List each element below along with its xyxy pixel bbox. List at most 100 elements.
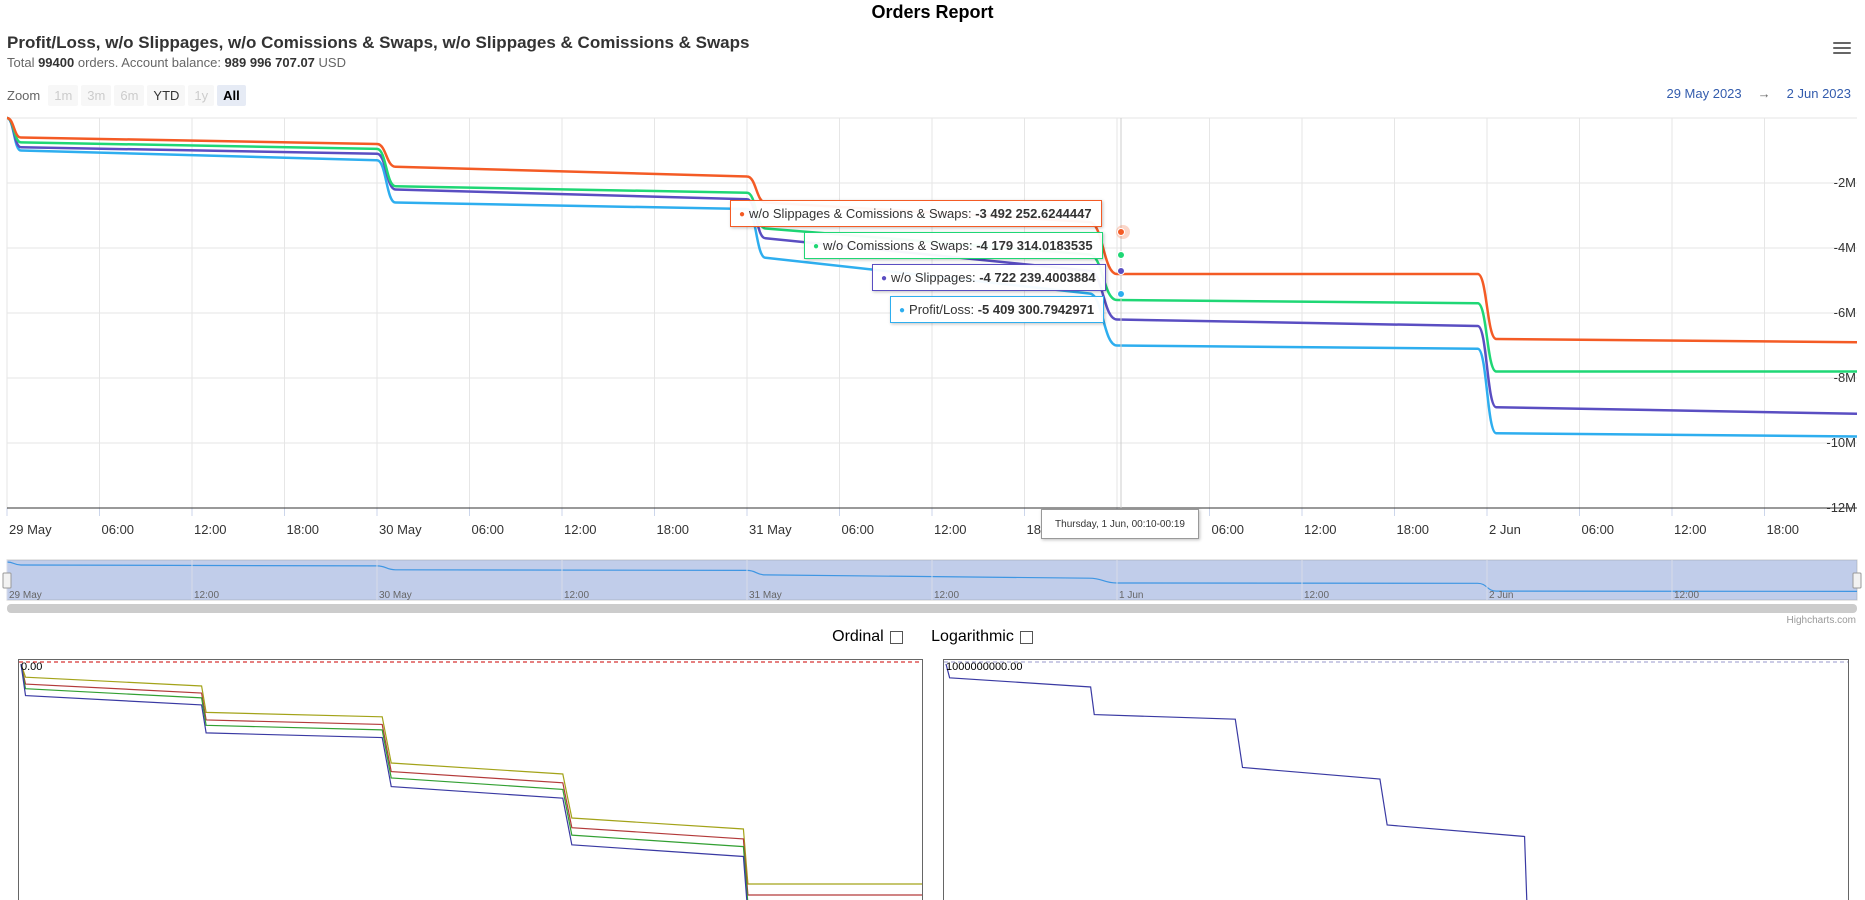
chart-subtitle: Total 99400 orders. Account balance: 989…: [7, 55, 346, 70]
navigator-scrollbar[interactable]: [7, 604, 1857, 613]
x-tick-label: 18:00: [287, 522, 320, 537]
options-bar: Ordinal Logarithmic: [0, 628, 1865, 646]
x-tick-label: 31 May: [749, 522, 792, 537]
ordinal-checkbox[interactable]: [889, 630, 903, 644]
mini-chart-right: 1000000000.00: [943, 659, 1849, 900]
mini-series-line: [20, 663, 749, 900]
y-tick-label: -8M: [1834, 370, 1856, 385]
zoom-button-ytd[interactable]: YTD: [147, 85, 186, 106]
x-tick-label: 06:00: [1212, 522, 1245, 537]
tooltip-series-name: Profit/Loss:: [909, 302, 978, 317]
zoom-button-6m[interactable]: 6m: [114, 85, 145, 106]
total-prefix: Total: [7, 55, 39, 70]
logarithmic-label: Logarithmic: [931, 628, 1014, 645]
range-from-input[interactable]: 29 May 2023: [1666, 86, 1742, 101]
x-tick-label: 18:00: [657, 522, 690, 537]
credits-link[interactable]: Highcharts.com: [1786, 615, 1856, 626]
navigator-label: 12:00: [1304, 590, 1329, 601]
mini-series-line: [20, 663, 922, 896]
navigator-label: 29 May: [9, 590, 42, 601]
range-arrow-icon: →: [1757, 86, 1771, 101]
zoom-button-3m[interactable]: 3m: [81, 85, 112, 106]
logarithmic-option: Logarithmic: [931, 628, 1033, 646]
mini-chart-right-plot: [944, 661, 1848, 900]
tooltip-series-name: w/o Comissions & Swaps:: [823, 238, 977, 253]
zoom-selector: Zoom 1m 3m 6m YTD 1y All: [7, 85, 249, 106]
mini-series-line: [945, 663, 1528, 900]
series-line-w-o-slippages-comissions-swaps: [6, 116, 1858, 344]
mini-chart-right-label: 1000000000.00: [946, 661, 1023, 673]
page-title: Orders Report: [871, 2, 994, 22]
x-tick-label: 30 May: [379, 522, 422, 537]
navigator-label: 12:00: [564, 590, 589, 601]
tooltip-w-o-slippages-comissions-swaps: ● w/o Slippages & Comissions & Swaps: -3 …: [730, 200, 1102, 227]
y-tick-label: -4M: [1834, 240, 1856, 255]
tooltip-dot-icon: ●: [813, 241, 820, 252]
x-tick-label: 18:00: [1397, 522, 1430, 537]
navigator-label: 1 Jun: [1119, 590, 1143, 601]
x-tick-label: 29 May: [9, 522, 52, 537]
tooltip-value: -4 722 239.4003884: [979, 270, 1096, 285]
ordinal-label: Ordinal: [832, 628, 884, 645]
tooltip-w-o-comissions-swaps: ● w/o Comissions & Swaps: -4 179 314.0183…: [804, 232, 1103, 259]
x-tick-label: 06:00: [472, 522, 505, 537]
main-chart[interactable]: 29 May 06:00 12:00 18:00 30 May 06:00 12:00 18:…: [0, 0, 1865, 625]
hover-point: [1117, 267, 1125, 275]
tooltip-value: -4 179 314.0183535: [976, 238, 1093, 253]
zoom-button-1y[interactable]: 1y: [188, 85, 215, 106]
orders-count: 99400: [38, 55, 75, 70]
account-balance: 989 996 707.07: [224, 55, 315, 70]
series-line-profit-loss: [6, 116, 1858, 438]
mini-series-line: [20, 663, 922, 885]
hamburger-menu-icon[interactable]: [1833, 42, 1851, 56]
zoom-button-1m[interactable]: 1m: [48, 85, 79, 106]
hover-point: [1117, 251, 1125, 259]
navigator-label: 12:00: [194, 590, 219, 601]
tooltip-dot-icon: ●: [899, 305, 906, 316]
x-tick-label: 2 Jun: [1489, 522, 1521, 537]
x-axis-tooltip: Thursday, 1 Jun, 00:10-00:19: [1041, 509, 1199, 539]
ordinal-option: Ordinal: [832, 628, 903, 646]
orders-suffix: orders. Account balance:: [74, 55, 225, 70]
hover-point: [1117, 228, 1125, 236]
x-tick-label: 12:00: [1674, 522, 1707, 537]
currency: USD: [314, 55, 346, 70]
hover-point: [1117, 290, 1125, 298]
mini-chart-left: 0.00: [18, 659, 923, 900]
tooltip-series-name: w/o Slippages & Comissions & Swaps:: [749, 206, 976, 221]
tooltip-value: -5 409 300.7942971: [977, 302, 1095, 317]
tooltip-value: -3 492 252.6244447: [975, 206, 1092, 221]
tooltip-series-name: w/o Slippages:: [891, 270, 980, 285]
range-to-input[interactable]: 2 Jun 2023: [1786, 86, 1851, 101]
logarithmic-checkbox[interactable]: [1019, 630, 1033, 644]
x-tick-label: 06:00: [842, 522, 875, 537]
tooltip-dot-icon: ●: [881, 273, 888, 284]
series-line-w-o-slippages: [6, 116, 1858, 415]
navigator-handle-right[interactable]: [1852, 572, 1862, 589]
x-tick-label: 06:00: [102, 522, 135, 537]
navigator-label: 2 Jun: [1489, 590, 1513, 601]
navigator-handle-left[interactable]: [2, 572, 12, 589]
x-tick-label: 12:00: [934, 522, 967, 537]
date-range-display: 29 May 2023 → 2 Jun 2023: [1666, 86, 1851, 101]
x-tick-label: 12:00: [1304, 522, 1337, 537]
x-tick-label: 12:00: [564, 522, 597, 537]
x-tick-label: 06:00: [1582, 522, 1615, 537]
y-tick-label: -10M: [1826, 435, 1856, 450]
tooltip-profit-loss: ● Profit/Loss: -5 409 300.7942971: [890, 296, 1105, 323]
navigator-label: 30 May: [379, 590, 412, 601]
y-tick-label: -2M: [1834, 175, 1856, 190]
x-tick-label: 12:00: [194, 522, 227, 537]
mini-chart-left-plot: [19, 661, 922, 900]
mini-chart-left-label: 0.00: [21, 661, 43, 673]
tooltip-w-o-slippages: ● w/o Slippages: -4 722 239.4003884: [872, 264, 1106, 291]
navigator-label: 31 May: [749, 590, 782, 601]
chart-title: Profit/Loss, w/o Slippages, w/o Comissio…: [7, 33, 750, 52]
zoom-label: Zoom: [7, 88, 41, 103]
navigator-label: 12:00: [1674, 590, 1699, 601]
navigator-label: 12:00: [934, 590, 959, 601]
zoom-button-all[interactable]: All: [217, 85, 246, 106]
y-tick-label: -6M: [1834, 305, 1856, 320]
mini-series-line: [20, 663, 748, 900]
navigator-series: [6, 561, 1858, 592]
